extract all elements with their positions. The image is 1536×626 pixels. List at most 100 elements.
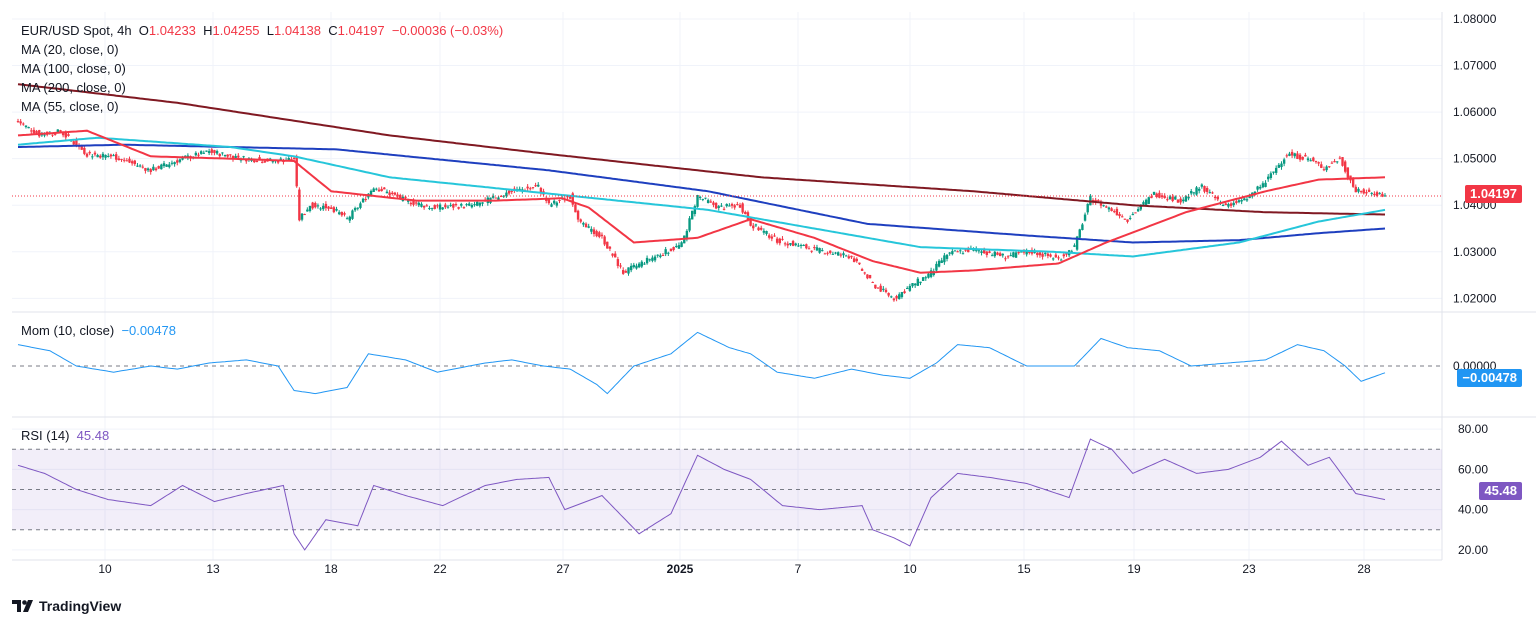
candle-body bbox=[406, 199, 410, 202]
candle-body bbox=[1306, 158, 1310, 161]
candle-body bbox=[945, 254, 949, 259]
candle-body bbox=[579, 219, 582, 222]
candle-body bbox=[1155, 193, 1158, 198]
candle-body bbox=[468, 203, 471, 206]
candle-body bbox=[943, 255, 946, 263]
candle-body bbox=[898, 294, 901, 300]
candle-body bbox=[611, 253, 614, 256]
candle-body bbox=[1351, 178, 1355, 187]
candle-body bbox=[353, 208, 357, 211]
candle-body bbox=[152, 166, 155, 171]
time-tick-label: 2025 bbox=[667, 562, 694, 576]
candle-body bbox=[844, 255, 848, 257]
candle-body bbox=[1200, 184, 1204, 187]
candle-body bbox=[1187, 196, 1190, 199]
candle-body bbox=[425, 205, 428, 207]
candle-body bbox=[1205, 187, 1209, 192]
candle-body bbox=[218, 154, 221, 157]
candle-body bbox=[1012, 252, 1015, 258]
candle-body bbox=[794, 243, 797, 246]
candle-body bbox=[181, 157, 184, 160]
candle-body bbox=[388, 192, 391, 196]
time-tick-label: 19 bbox=[1127, 562, 1141, 576]
candle-body bbox=[221, 152, 224, 154]
candle-body bbox=[1179, 198, 1182, 203]
candle-body bbox=[292, 157, 296, 160]
candle-body bbox=[839, 254, 843, 256]
candle-body bbox=[1086, 203, 1089, 213]
candle-body bbox=[1256, 186, 1259, 190]
candle-body bbox=[223, 154, 227, 157]
candle-body bbox=[1322, 169, 1326, 171]
candle-body bbox=[629, 265, 633, 271]
candle-body bbox=[1049, 254, 1052, 257]
candle-body bbox=[826, 252, 829, 254]
candle-body bbox=[929, 270, 933, 277]
candle-body bbox=[1139, 204, 1142, 210]
candle-body bbox=[1147, 197, 1150, 204]
ma20-legend[interactable]: MA (20, close, 0) bbox=[21, 42, 119, 57]
candle-body bbox=[470, 205, 474, 208]
ma200-legend[interactable]: MA (200, close, 0) bbox=[21, 80, 126, 95]
candle-body bbox=[866, 274, 869, 279]
tradingview-logo[interactable]: TradingView bbox=[12, 598, 121, 614]
candle-body bbox=[1314, 161, 1318, 163]
candle-body bbox=[210, 149, 213, 153]
candle-body bbox=[157, 166, 160, 169]
candle-body bbox=[1152, 191, 1156, 195]
rsi-tag: 45.48 bbox=[1479, 482, 1522, 500]
candle-body bbox=[760, 227, 763, 230]
candle-body bbox=[122, 159, 126, 161]
candle-body bbox=[1184, 196, 1188, 202]
candle-body bbox=[637, 263, 641, 268]
candle-body bbox=[91, 156, 94, 158]
ma55-line bbox=[17, 136, 1386, 258]
mom-value: −0.00478 bbox=[121, 323, 177, 338]
candle-body bbox=[1378, 193, 1381, 195]
mom-legend[interactable]: Mom (10, close) −0.00478 bbox=[21, 323, 177, 338]
candle-body bbox=[476, 201, 479, 206]
candle-body bbox=[895, 295, 898, 299]
candle-body bbox=[1367, 189, 1371, 192]
candle-body bbox=[1317, 162, 1320, 164]
candle-body bbox=[420, 203, 423, 207]
candle-body bbox=[1373, 193, 1376, 196]
candle-body bbox=[199, 151, 203, 154]
candle-body bbox=[165, 164, 168, 167]
candle-body bbox=[807, 248, 811, 250]
candle-body bbox=[823, 253, 827, 255]
candle-body bbox=[619, 265, 622, 267]
ma100-legend[interactable]: MA (100, close, 0) bbox=[21, 61, 126, 76]
candle-body bbox=[855, 258, 858, 262]
candle-body bbox=[1341, 157, 1344, 166]
rsi-tick-label: 20.00 bbox=[1458, 543, 1488, 557]
candle-body bbox=[422, 205, 426, 208]
candle-body bbox=[1142, 202, 1145, 205]
candle-body bbox=[890, 296, 893, 298]
candle-body bbox=[1052, 258, 1055, 260]
candle-body bbox=[343, 213, 346, 215]
rsi-legend[interactable]: RSI (14) 45.48 bbox=[21, 428, 110, 443]
candle-body bbox=[977, 250, 981, 252]
candle-body bbox=[1261, 183, 1265, 188]
candle-body bbox=[1176, 199, 1180, 203]
candle-body bbox=[112, 155, 115, 157]
candle-body bbox=[234, 156, 237, 159]
candle-body bbox=[109, 154, 113, 157]
candle-body bbox=[460, 203, 463, 206]
candle-body bbox=[385, 191, 389, 194]
candle-body bbox=[717, 206, 720, 208]
candle-body bbox=[526, 186, 529, 189]
candle-body bbox=[948, 252, 951, 254]
candle-body bbox=[454, 203, 458, 206]
candle-body bbox=[332, 207, 336, 213]
candle-body bbox=[680, 242, 683, 247]
candle-body bbox=[107, 156, 110, 158]
candle-body bbox=[271, 161, 275, 163]
ma55-legend[interactable]: MA (55, close, 0) bbox=[21, 99, 119, 114]
candle-body bbox=[1126, 219, 1129, 222]
candle-body bbox=[924, 277, 927, 279]
candle-body bbox=[1259, 186, 1262, 189]
candle-body bbox=[263, 161, 267, 163]
